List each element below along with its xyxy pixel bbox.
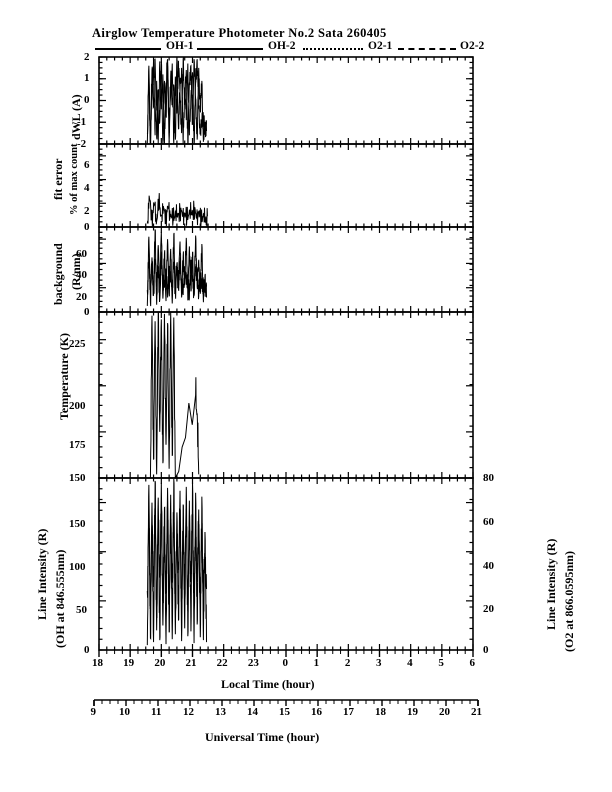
ytick-p0-m1: -1: [77, 116, 87, 128]
ytick-right-0: 0: [483, 644, 489, 656]
ytick-p4-0: 0: [84, 644, 90, 656]
xtick-local-5: 5: [438, 657, 444, 669]
ytick-right-20: 20: [483, 603, 494, 615]
series-oh-2: [146, 251, 208, 303]
ytick-p4-100: 100: [69, 561, 86, 573]
xtick-local-18: 18: [92, 657, 103, 669]
xtick-universal-18: 18: [375, 706, 386, 718]
series-oh-1: [146, 193, 208, 227]
bottom-axes: [93, 650, 479, 706]
xtick-local-19: 19: [123, 657, 135, 669]
ylabel-line-intensity-units: (OH at 846.555nm): [53, 549, 67, 648]
ytick-p3-150: 150: [69, 472, 86, 484]
ytick-right-60: 60: [483, 516, 494, 528]
xtick-local-0: 0: [282, 657, 289, 669]
ylabel-fit-error: fit error: [51, 158, 65, 200]
xtick-local-3: 3: [376, 657, 382, 669]
ylabel-right-line-intensity: Line Intensity (R): [544, 538, 558, 630]
xtick-universal-16: 16: [311, 706, 322, 718]
xtick-local-22: 22: [216, 657, 228, 669]
xtick-universal-20: 20: [439, 706, 450, 718]
xtick-universal-15: 15: [279, 706, 290, 718]
xtick-local-2: 2: [344, 657, 351, 669]
series-oh-1: [149, 312, 200, 478]
xtick-universal-11: 11: [151, 706, 162, 718]
ytick-p3-225: 225: [69, 338, 86, 350]
page-title: Airglow Temperature Photometer No.2 Sata…: [92, 26, 387, 40]
legend-label-o22: O2-2: [460, 40, 485, 52]
xtick-local-20: 20: [154, 657, 166, 669]
xtick-local-1: 1: [313, 657, 320, 669]
ytick-p1-2: 2: [84, 205, 90, 217]
ytick-p3-175: 175: [69, 439, 86, 451]
ytick-p2-40: 40: [76, 269, 87, 281]
xlabel-universal-time: Universal Time (hour): [205, 730, 320, 744]
ytick-right-80: 80: [483, 472, 494, 484]
xtick-universal-19: 19: [407, 706, 418, 718]
legend-line-o22: [398, 48, 456, 50]
ytick-p0-1: 1: [84, 72, 90, 84]
ytick-p3-200: 200: [69, 400, 86, 412]
xlabel-local-time: Local Time (hour): [221, 677, 315, 691]
data-series: [146, 57, 208, 646]
ylabel-line-intensity: Line Intensity (R): [35, 528, 49, 620]
xtick-universal-10: 10: [119, 706, 130, 718]
legend-label-oh2: OH-2: [268, 40, 296, 52]
ytick-p1-4: 4: [84, 182, 90, 194]
ytick-p4-50: 50: [76, 604, 87, 616]
ytick-right-40: 40: [483, 560, 494, 572]
series-oh-2: [146, 506, 208, 619]
xtick-universal-17: 17: [343, 706, 354, 718]
ytick-p0-0: 0: [84, 94, 90, 106]
legend-label-o21: O2-1: [368, 40, 393, 52]
ylabel-right-line-intensity-units: (O2 at 866.0595nm): [562, 551, 576, 652]
ytick-p0-2: 2: [84, 51, 90, 63]
ytick-p2-60: 60: [76, 248, 87, 260]
ytick-p1-0: 0: [84, 221, 90, 233]
xtick-universal-13: 13: [215, 706, 226, 718]
legend-line-oh1: [95, 48, 161, 50]
legend-label-oh1: OH-1: [166, 40, 194, 52]
axis-ticks: [98, 56, 474, 651]
legend-line-oh2: [197, 48, 263, 50]
ytick-p2-20: 20: [76, 291, 87, 303]
ylabel-background: background: [51, 243, 65, 305]
xtick-universal-21: 21: [471, 706, 482, 718]
ytick-p1-6: 6: [84, 159, 90, 171]
ytick-p0-m2: -2: [77, 138, 87, 150]
xtick-universal-9: 9: [90, 706, 97, 718]
xtick-local-21: 21: [185, 657, 197, 669]
ylabel-percent-max-count: % of max count: [69, 143, 80, 215]
xtick-local-6: 6: [469, 657, 476, 669]
xtick-universal-12: 12: [183, 706, 194, 718]
xtick-local-23: 23: [247, 657, 259, 669]
ytick-p2-0: 0: [84, 306, 90, 318]
series-oh-2: [146, 58, 208, 144]
legend-line-o21: [303, 48, 363, 50]
ytick-p4-150: 150: [69, 518, 86, 530]
xtick-local-4: 4: [407, 657, 413, 669]
xtick-universal-14: 14: [247, 706, 258, 718]
